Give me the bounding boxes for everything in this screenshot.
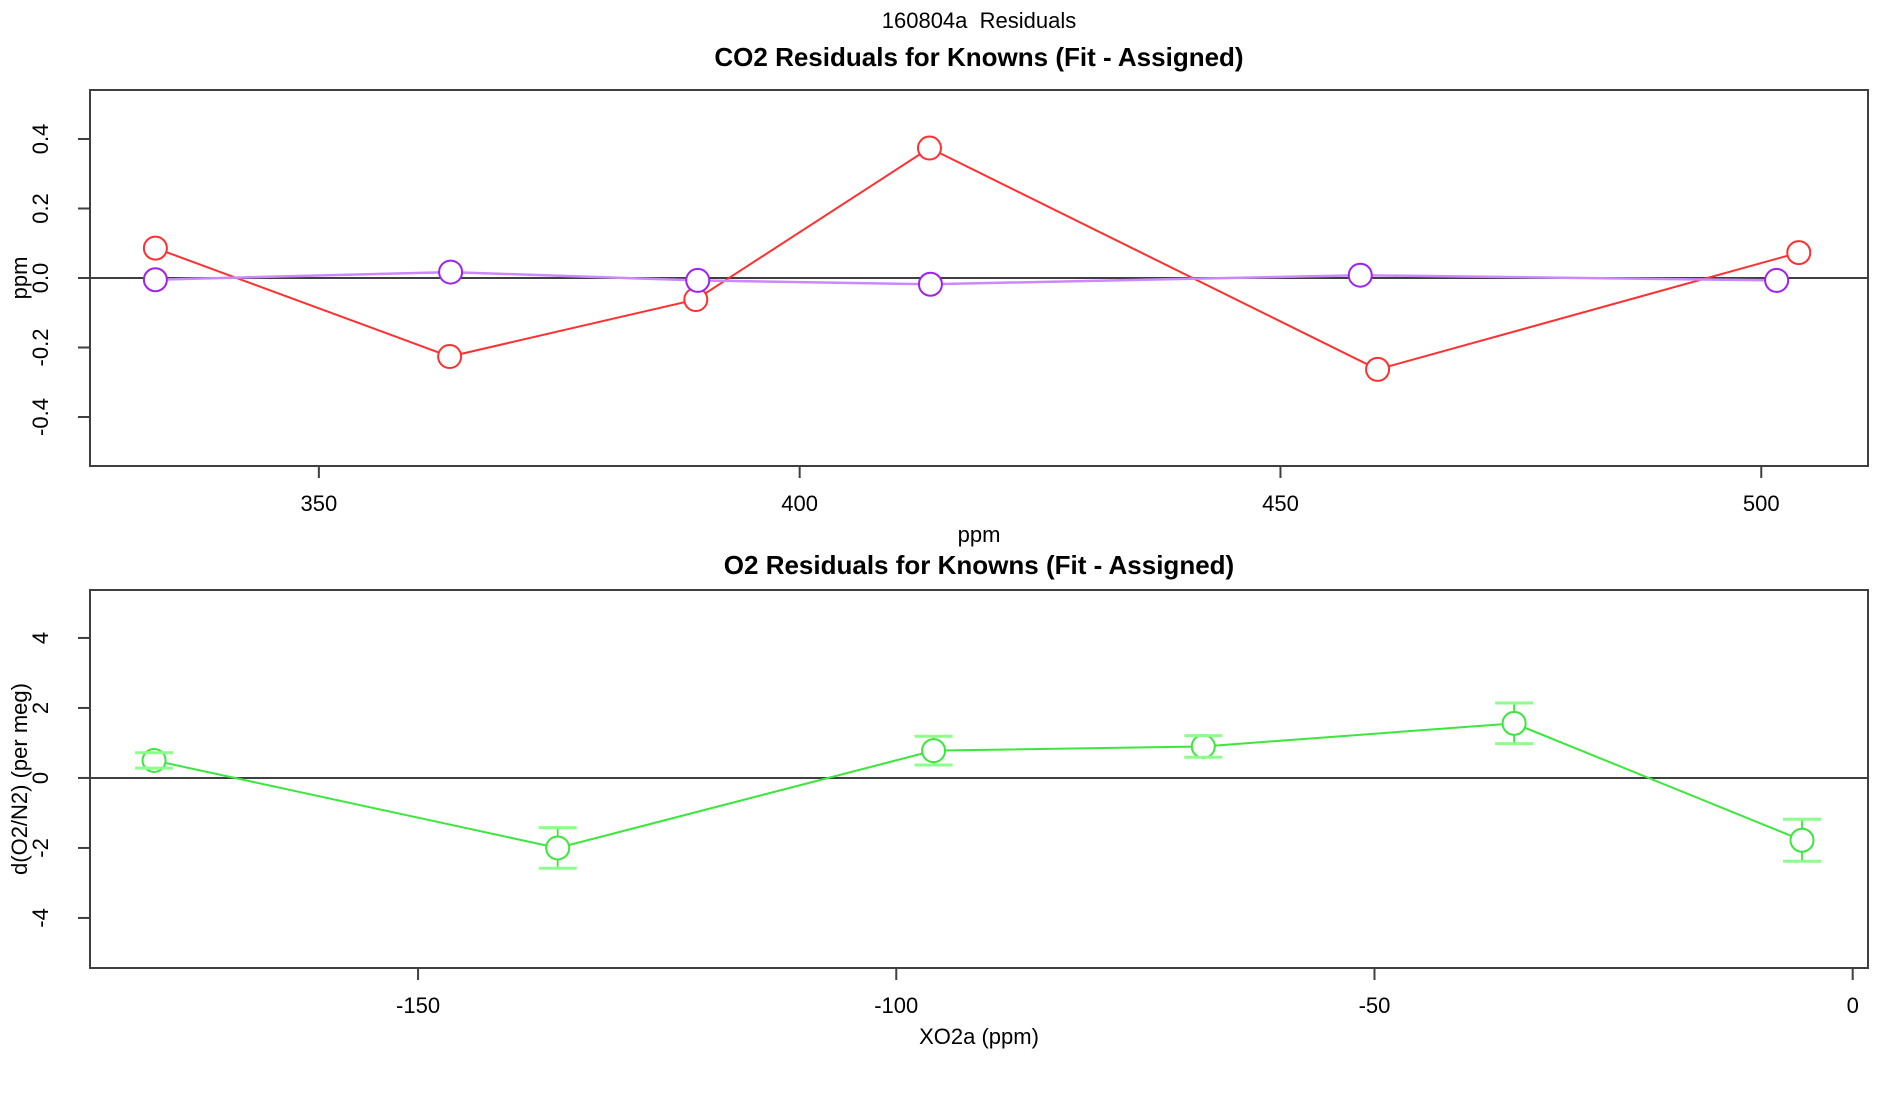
co2-xtick-label: 450 <box>1262 491 1299 516</box>
co2-panel: 350 400 450 500 -0.4 -0.2 0.0 0.2 0.4 <box>28 89 1869 516</box>
o2-xtick-label: -100 <box>874 993 918 1018</box>
co2-xtick-label: 350 <box>301 491 338 516</box>
co2-ytick-label: -0.4 <box>28 398 53 436</box>
o2-xtick-label: -150 <box>396 993 440 1018</box>
o2-xaxis-label: XO2a (ppm) <box>919 1024 1039 1049</box>
co2-xtick-label: 400 <box>781 491 818 516</box>
o2-ytick-label: -4 <box>28 908 53 928</box>
co2-xaxis-label: ppm <box>957 522 1001 547</box>
o2-panel-title: O2 Residuals for Knowns (Fit - Assigned) <box>723 550 1235 580</box>
o2-ytick-label: 0 <box>28 772 53 784</box>
o2-residual-green-point <box>1190 733 1216 759</box>
co2-residual-purple-point <box>917 271 943 297</box>
o2-residual-green-point <box>1501 710 1527 736</box>
co2-residual-red-point <box>916 135 942 161</box>
co2-plot-box <box>89 89 1869 467</box>
o2-xtick-label: -50 <box>1359 993 1391 1018</box>
co2-residual-purple-point <box>142 267 168 293</box>
co2-residual-purple-point <box>438 259 464 285</box>
co2-ytick-label: -0.2 <box>28 329 53 367</box>
o2-residual-green-point <box>921 738 947 764</box>
co2-residual-purple-point <box>1764 267 1790 293</box>
o2-ytick-label: -2 <box>28 838 53 858</box>
o2-residual-green-point <box>545 835 571 861</box>
co2-ytick-label: 0.4 <box>28 124 53 155</box>
o2-residual-green-line <box>153 722 1803 849</box>
co2-residual-red-point <box>142 235 168 261</box>
o2-xtick-label: 0 <box>1847 993 1859 1018</box>
co2-residual-red-line <box>155 146 1800 371</box>
co2-residual-red-point <box>437 344 463 370</box>
co2-residual-purple-line <box>155 270 1777 286</box>
o2-residual-green-point <box>1789 827 1815 853</box>
o2-ytick-label: 2 <box>28 702 53 714</box>
co2-xtick-label: 500 <box>1743 491 1780 516</box>
figure-main-title: 160804a Residuals <box>881 8 1077 33</box>
o2-plot-box <box>89 589 1869 969</box>
o2-ytick-label: 4 <box>28 632 53 644</box>
co2-residual-purple-point <box>1347 262 1373 288</box>
co2-residual-red-point <box>1786 240 1812 266</box>
co2-ytick-label: 0.2 <box>28 193 53 224</box>
co2-residual-red-point <box>1365 356 1391 382</box>
co2-panel-title: CO2 Residuals for Knowns (Fit - Assigned… <box>714 42 1244 72</box>
co2-residual-purple-point <box>685 267 711 293</box>
o2-panel: -150 -100 -50 0 -4 -2 0 2 4 <box>28 589 1869 1018</box>
co2-ytick-label: 0.0 <box>28 263 53 294</box>
o2-residual-green-point <box>141 747 167 773</box>
